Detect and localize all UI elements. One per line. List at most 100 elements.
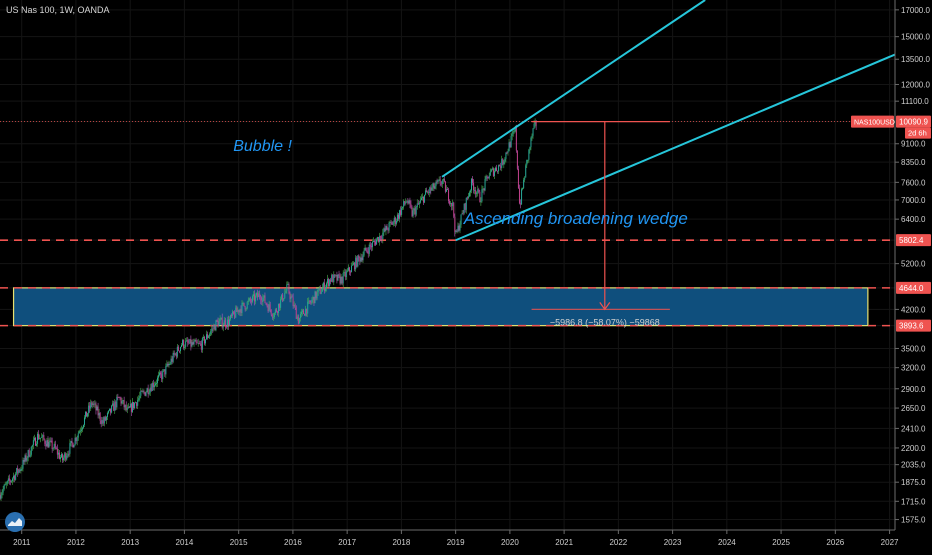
candle-body xyxy=(276,311,278,313)
candle xyxy=(69,439,71,457)
candle xyxy=(357,255,359,268)
candle xyxy=(303,308,305,315)
candle-body xyxy=(80,429,82,431)
candle-body xyxy=(224,320,226,327)
candle-body xyxy=(484,179,486,191)
candle xyxy=(439,176,441,187)
candle-body xyxy=(154,383,156,386)
candle-body xyxy=(40,437,42,439)
candle xyxy=(147,384,149,398)
candle-body xyxy=(249,298,251,301)
y-tick-label: 7600.0 xyxy=(901,178,926,187)
candle-body xyxy=(186,340,188,342)
candle-body xyxy=(478,189,480,192)
candle-body xyxy=(417,203,419,205)
candle xyxy=(16,467,18,476)
candle xyxy=(396,212,398,223)
candle-body xyxy=(340,276,342,284)
candle-body xyxy=(480,201,482,203)
price-badge-value: 10090.9 xyxy=(899,118,928,127)
candle xyxy=(377,236,379,242)
candle xyxy=(424,194,426,204)
candle xyxy=(136,401,138,409)
annotation-wedge: Ascending broadening wedge xyxy=(463,209,688,228)
candle xyxy=(1,489,3,499)
candle xyxy=(449,199,451,206)
candle xyxy=(316,289,318,301)
candle-body xyxy=(25,455,27,461)
candle-body xyxy=(130,403,132,412)
candle-body xyxy=(465,197,467,210)
y-tick-label: 2035.0 xyxy=(901,461,926,470)
candle-body xyxy=(8,478,10,481)
candle-body xyxy=(157,377,159,384)
candle xyxy=(134,402,136,410)
candle xyxy=(366,247,368,254)
candle-body xyxy=(344,272,346,278)
candle-body xyxy=(222,324,224,328)
candle xyxy=(196,339,198,344)
candle-body xyxy=(188,342,190,344)
candle-body xyxy=(171,358,173,362)
candle xyxy=(299,311,301,322)
candle xyxy=(8,474,10,485)
candle xyxy=(243,302,245,307)
candle xyxy=(133,401,135,411)
candle xyxy=(17,465,19,477)
candle xyxy=(467,192,469,200)
candle xyxy=(178,350,180,354)
candle xyxy=(486,175,488,182)
candle xyxy=(154,381,156,387)
candle xyxy=(481,185,483,203)
candle xyxy=(116,394,118,410)
candle-body xyxy=(187,340,189,343)
candle xyxy=(436,178,438,185)
candle xyxy=(146,387,148,393)
candle-body xyxy=(105,416,107,421)
candle xyxy=(393,215,395,226)
candle xyxy=(138,395,140,402)
candle xyxy=(345,269,347,280)
y-tick-label: 5200.0 xyxy=(901,260,926,269)
candle-body xyxy=(444,181,446,192)
tradingview-logo-icon[interactable] xyxy=(5,512,25,532)
candle-body xyxy=(534,121,536,124)
candle-body xyxy=(504,158,506,162)
candle-body xyxy=(525,165,527,178)
candle-body xyxy=(223,320,225,325)
candle-body xyxy=(149,387,151,393)
candle-body xyxy=(304,313,306,316)
candle-body xyxy=(0,493,1,499)
candle xyxy=(58,449,60,460)
candle xyxy=(55,446,57,450)
candle xyxy=(430,185,432,195)
candle-body xyxy=(100,420,102,424)
candle-body xyxy=(522,188,524,190)
candle xyxy=(453,201,455,219)
candle-body xyxy=(203,336,205,344)
candle-body xyxy=(361,257,363,261)
candle xyxy=(421,193,423,201)
candle xyxy=(273,312,275,319)
candle-body xyxy=(335,275,337,276)
candle-body xyxy=(202,336,204,339)
candle xyxy=(444,180,446,194)
candle xyxy=(197,338,199,347)
candle xyxy=(508,139,510,152)
candle-body xyxy=(315,291,317,299)
candle xyxy=(172,350,174,364)
candle xyxy=(12,477,14,485)
candle xyxy=(94,399,96,409)
candle-body xyxy=(508,142,510,152)
candle xyxy=(211,324,213,336)
candle-body xyxy=(316,292,318,299)
candle xyxy=(76,435,78,446)
candle xyxy=(352,261,354,266)
candle xyxy=(323,278,325,294)
candle-body xyxy=(139,395,141,399)
candle-body xyxy=(320,291,322,294)
candle xyxy=(249,296,251,304)
candle xyxy=(494,166,496,173)
